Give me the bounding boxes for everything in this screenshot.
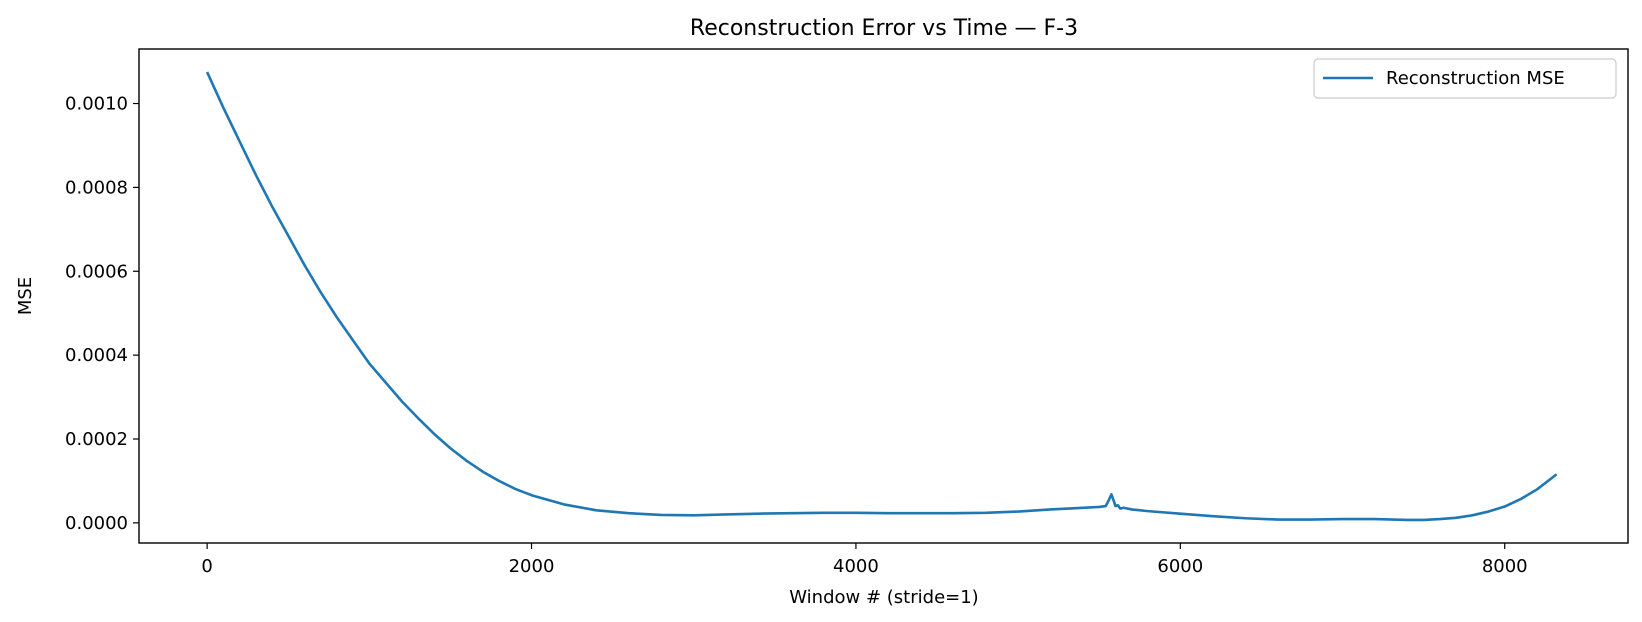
x-axis-label: Window # (stride=1) bbox=[789, 587, 978, 608]
y-tick-label: 0.0010 bbox=[65, 94, 128, 115]
y-tick-label: 0.0002 bbox=[65, 429, 128, 450]
legend-box bbox=[1313, 58, 1617, 99]
x-tick-label: 6000 bbox=[1157, 556, 1203, 577]
legend-label: Reconstruction MSE bbox=[1386, 68, 1565, 89]
x-axis: 0 2000 4000 6000 8000 bbox=[201, 543, 1528, 577]
x-tick-label: 2000 bbox=[509, 556, 555, 577]
y-axis: 0.0000 0.0002 0.0004 0.0006 0.0008 0.0010 bbox=[65, 94, 139, 534]
y-tick-label: 0.0000 bbox=[65, 513, 128, 534]
y-axis-label: MSE bbox=[15, 277, 36, 315]
chart-title: Reconstruction Error vs Time — F-3 bbox=[690, 16, 1078, 41]
legend: Reconstruction MSE bbox=[1313, 58, 1617, 99]
x-tick-label: 4000 bbox=[833, 556, 879, 577]
y-tick-label: 0.0006 bbox=[65, 261, 128, 282]
plot-area bbox=[205, 71, 1558, 522]
x-tick-label: 8000 bbox=[1482, 556, 1528, 577]
x-tick-label: 0 bbox=[201, 556, 212, 577]
series-line-reconstruction-mse bbox=[205, 71, 1558, 522]
y-tick-label: 0.0008 bbox=[65, 177, 128, 198]
y-tick-label: 0.0004 bbox=[65, 345, 128, 366]
plot-frame bbox=[138, 48, 1629, 544]
